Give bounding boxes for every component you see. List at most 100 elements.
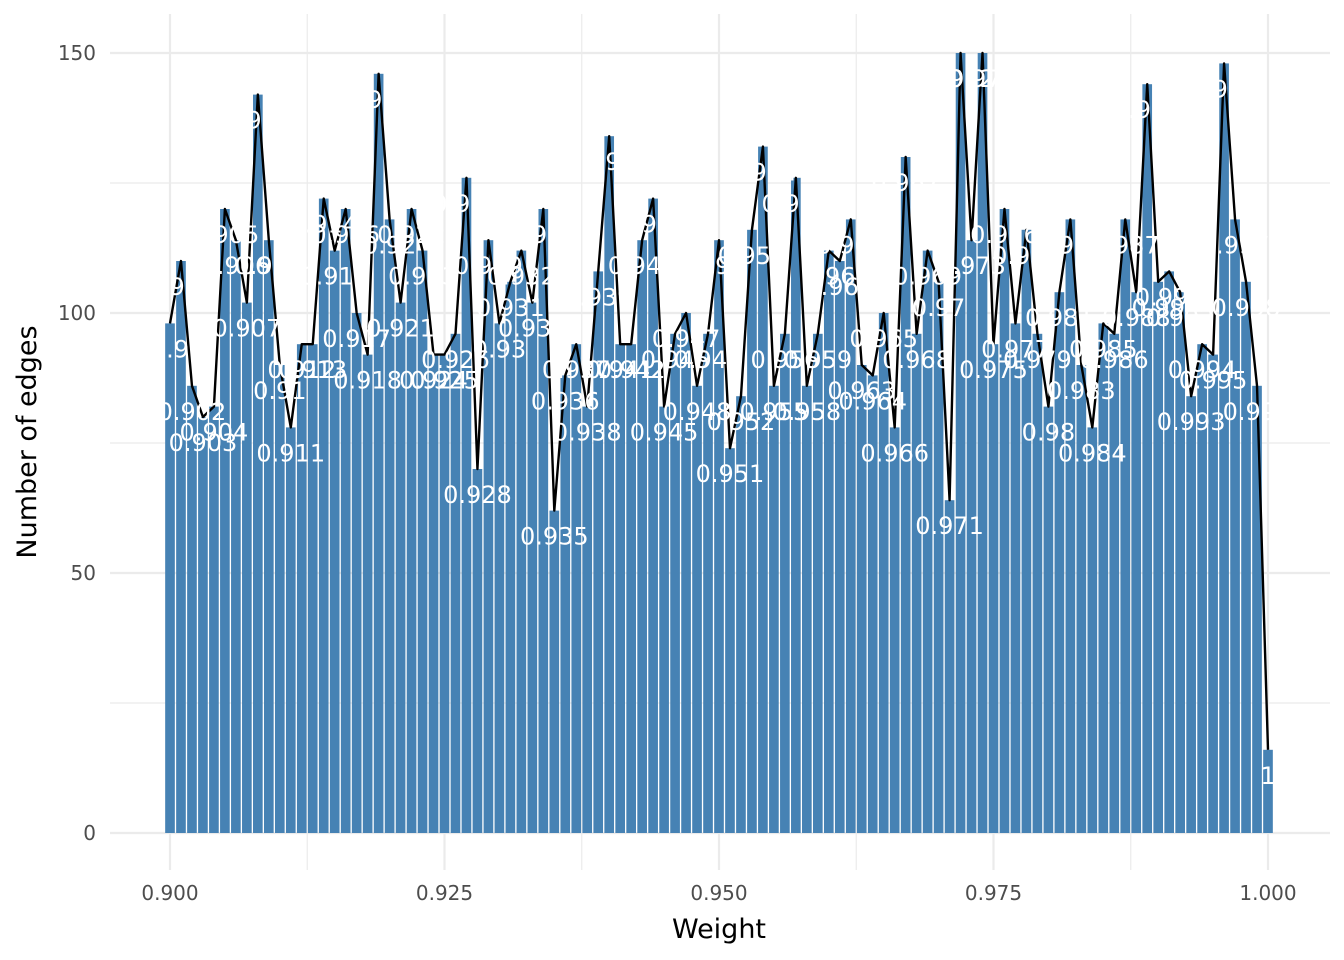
bar — [1153, 281, 1164, 833]
bar — [549, 510, 560, 833]
bar — [626, 344, 636, 833]
bar-label: 0.905 — [191, 221, 260, 249]
bar-label: 0.989 — [1113, 96, 1182, 124]
bar-label: 0.994 — [1168, 356, 1237, 384]
bar-label: 0.911 — [256, 439, 325, 467]
bar-label: 0.965 — [849, 325, 918, 353]
bar-label: 0.938 — [553, 419, 622, 447]
bar — [242, 302, 252, 834]
bar-label: 0.9 — [151, 335, 189, 363]
bar-label: 0.967 — [871, 169, 940, 197]
x-tick-label: 1.000 — [1239, 881, 1296, 905]
bar-label: 0.961 — [805, 273, 874, 301]
bar — [428, 354, 439, 833]
bar — [845, 219, 856, 833]
bar-label: 0.974 — [948, 65, 1017, 93]
bar-label: 0.99 — [1131, 294, 1184, 322]
bar-label: 0.909 — [234, 252, 303, 280]
bar — [560, 375, 571, 833]
bar — [714, 240, 724, 833]
bar-label: 0.957 — [762, 190, 831, 218]
bar-label: 0.997 — [1201, 231, 1270, 259]
bar — [999, 209, 1010, 833]
y-tick-label: 100 — [58, 301, 96, 325]
bar — [263, 240, 274, 833]
bar — [1197, 344, 1207, 833]
bar-label: 0.963 — [827, 377, 896, 405]
x-axis-title: Weight — [672, 914, 766, 945]
bar-label: 0.947 — [652, 325, 721, 353]
bar — [494, 323, 505, 833]
bar — [527, 302, 538, 834]
bar-label: 0.995 — [1179, 367, 1248, 395]
y-tick-label: 150 — [58, 41, 96, 65]
bar — [439, 354, 450, 833]
bar — [461, 177, 472, 834]
bar-label: 0.964 — [838, 387, 907, 415]
bar — [296, 344, 307, 833]
bar — [791, 177, 801, 834]
bar-label: 0.993 — [1157, 408, 1226, 436]
bar-label: 0.915 — [300, 263, 369, 291]
trend-line — [168, 51, 1270, 750]
bar-label: 0.934 — [509, 221, 578, 249]
bar — [472, 469, 483, 833]
bars — [165, 53, 1273, 834]
bar-label: 0.926 — [421, 346, 490, 374]
bar — [1021, 229, 1032, 834]
bar — [351, 313, 362, 833]
bar-label: 0.93 — [473, 335, 526, 363]
bar-label: 0.953 — [718, 242, 787, 270]
bar-label: 0.944 — [619, 211, 688, 239]
bar — [648, 198, 658, 834]
bar-label: 0.998 — [1212, 294, 1281, 322]
bar-label: 0.999 — [1223, 398, 1292, 426]
bar-label: 0.904 — [180, 419, 249, 447]
bar — [637, 240, 647, 833]
bar — [966, 240, 977, 833]
bar-label: 0.952 — [707, 408, 776, 436]
bar — [988, 344, 999, 833]
bar — [692, 385, 702, 833]
bar — [681, 313, 691, 833]
bar — [231, 240, 241, 833]
bar — [483, 240, 494, 833]
bar — [878, 313, 889, 833]
bar — [329, 250, 340, 834]
bar — [944, 500, 955, 833]
bar — [670, 333, 680, 833]
bar — [450, 333, 461, 833]
bar-label: 0.923 — [388, 263, 457, 291]
bar — [274, 365, 285, 833]
bar — [1208, 354, 1218, 833]
bar — [1131, 292, 1142, 833]
bar-label: 0.976 — [970, 221, 1039, 249]
bar — [1142, 84, 1153, 833]
bar-label: 0.978 — [992, 242, 1061, 270]
bar-label: 0.996 — [1190, 75, 1259, 103]
bar-label: 0.981 — [1025, 304, 1094, 332]
bar — [220, 209, 230, 833]
bar — [1263, 749, 1273, 833]
bar-label: 0.929 — [454, 252, 523, 280]
bar-label: 0.962 — [816, 231, 885, 259]
bar-label: 0.912 — [267, 356, 336, 384]
bar-label: 0.948 — [663, 398, 732, 426]
bar-label: 0.986 — [1080, 346, 1149, 374]
bar-label: 0.949 — [674, 346, 743, 374]
bar-label: 0.931 — [476, 294, 545, 322]
bar-label: 0.922 — [377, 221, 446, 249]
bar-label: 0.933 — [498, 315, 567, 343]
bar — [593, 271, 604, 833]
bar — [253, 94, 263, 834]
bar — [198, 417, 208, 833]
bar-label: 0.968 — [882, 346, 951, 374]
bar — [187, 385, 197, 833]
bar-label: 0.906 — [202, 252, 271, 280]
bar-label: 0.966 — [860, 439, 929, 467]
bar-label: 0.914 — [289, 211, 358, 239]
bar — [1109, 333, 1120, 833]
bar — [615, 344, 626, 833]
